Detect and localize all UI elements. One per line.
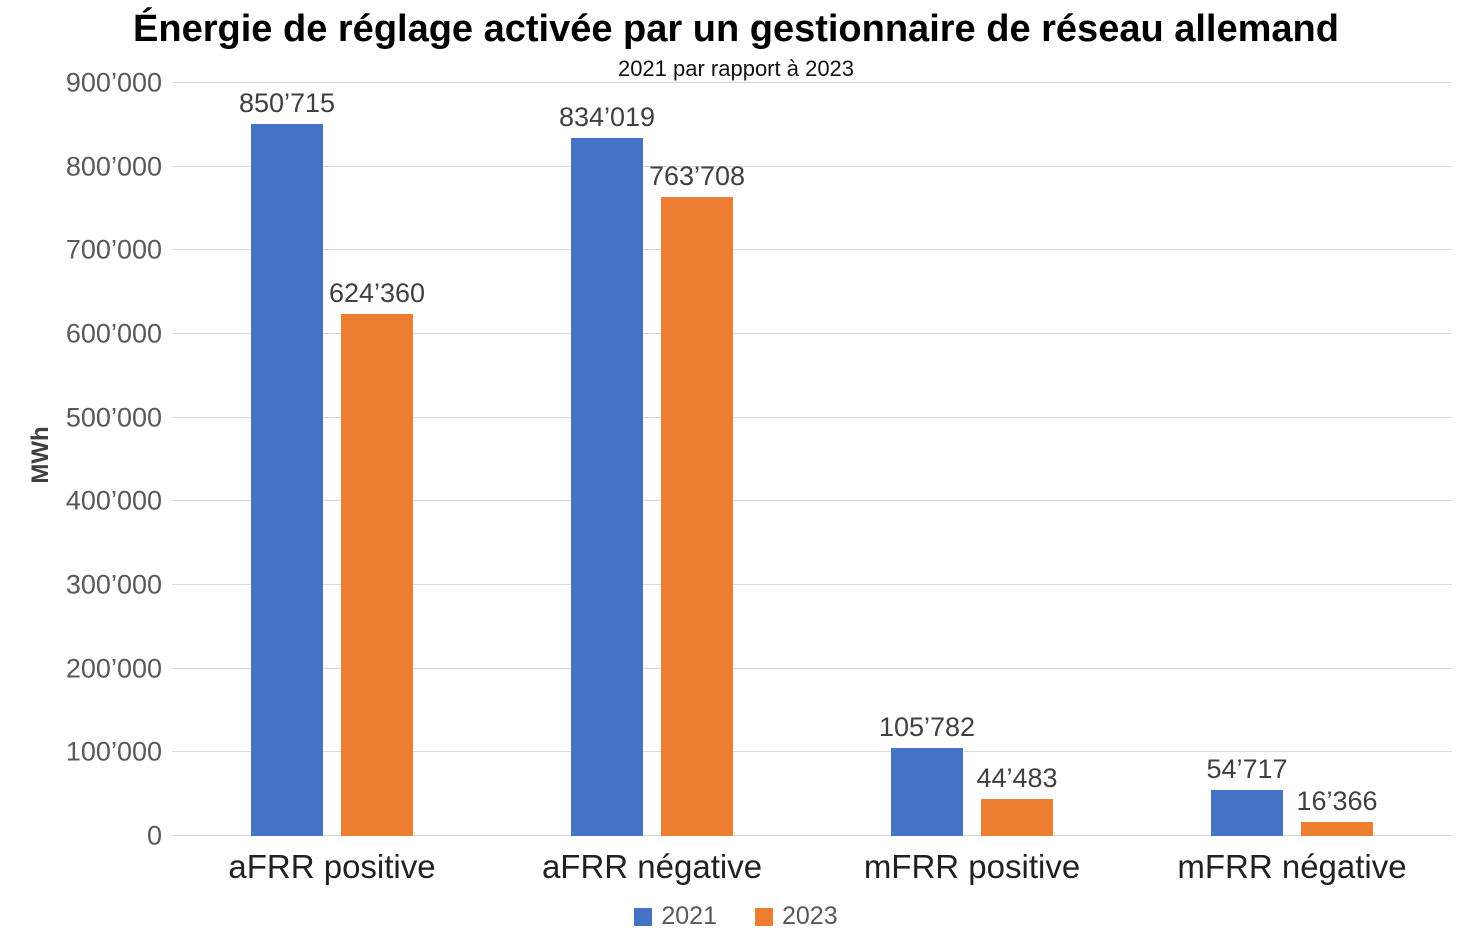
legend: 2021 2023 xyxy=(0,902,1472,931)
y-axis-title: MWh xyxy=(27,426,54,484)
gridline xyxy=(172,500,1452,502)
bar-2023: 16’366 xyxy=(1296,786,1378,836)
bar-value-label: 763’708 xyxy=(648,161,746,192)
bar-2023: 44’483 xyxy=(976,763,1058,836)
bar-value-label: 834’019 xyxy=(558,102,656,133)
legend-entry-2021: 2021 xyxy=(634,902,717,931)
y-tick-label: 500’000 xyxy=(65,402,162,433)
y-tick-label: 300’000 xyxy=(65,569,162,600)
bar-value-label: 624’360 xyxy=(328,277,426,308)
legend-entry-2023: 2023 xyxy=(755,902,838,931)
y-tick-label: 100’000 xyxy=(65,736,162,767)
bars-row: 850’715 624’360 834’019 763’708 105’782 44’48… xyxy=(172,83,1452,836)
bar-group-afrr-n-gative: 834’019 763’708 xyxy=(492,83,812,836)
bar-2023: 624’360 xyxy=(329,278,425,836)
legend-label: 2023 xyxy=(782,902,838,930)
legend-label: 2021 xyxy=(661,902,717,930)
gridline xyxy=(172,416,1452,418)
bar-value-label: 44’483 xyxy=(976,762,1058,793)
y-tick-label: 400’000 xyxy=(65,485,162,516)
gridline xyxy=(172,82,1452,83)
y-tick-label: 700’000 xyxy=(65,234,162,265)
gridline xyxy=(172,835,1452,836)
category-label: mFRR négative xyxy=(1177,848,1407,885)
gridline xyxy=(172,751,1452,753)
gridline xyxy=(172,333,1452,334)
y-tick-label: 900’000 xyxy=(65,67,162,98)
gridline xyxy=(172,584,1452,585)
y-tick-label: 200’000 xyxy=(65,653,162,684)
bar-2021: 834’019 xyxy=(559,102,655,836)
y-tick-label: 600’000 xyxy=(65,318,162,349)
bar-group-mfrr-n-gative: 54’717 16’366 xyxy=(1132,83,1452,836)
bar-2021: 850’715 xyxy=(239,88,335,836)
legend-swatch-icon xyxy=(634,907,653,926)
gridline xyxy=(172,249,1452,251)
bar-2021: 105’782 xyxy=(879,712,975,836)
category-label: aFRR négative xyxy=(541,848,763,885)
bar-value-label: 850’715 xyxy=(238,88,336,119)
chart-subtitle: 2021 par rapport à 2023 xyxy=(617,56,855,81)
category-label: mFRR positive xyxy=(863,848,1081,885)
gridline xyxy=(172,667,1452,669)
y-tick-label: 0 xyxy=(146,820,162,851)
y-tick-label: 800’000 xyxy=(65,151,162,182)
gridline xyxy=(172,165,1452,167)
bar-group-afrr-positive: 850’715 624’360 xyxy=(172,83,492,836)
bar-value-label: 105’782 xyxy=(878,711,976,742)
bar-group-mfrr-positive: 105’782 44’483 xyxy=(812,83,1132,836)
plot-area: 850’715 624’360 834’019 763’708 105’782 44’48… xyxy=(66,68,1452,851)
bar-2023: 763’708 xyxy=(649,161,745,836)
bar-value-label: 16’366 xyxy=(1296,786,1378,817)
legend-swatch-icon xyxy=(755,907,773,926)
chart-title: Énergie de réglage activée par un gestio… xyxy=(133,8,1339,50)
x-axis-category-labels: aFRR positive aFRR négative mFRR positive m… xyxy=(172,848,1452,886)
category-label: aFRR positive xyxy=(228,848,436,885)
bar-value-label: 54’717 xyxy=(1206,754,1288,785)
bar-2021: 54’717 xyxy=(1206,754,1288,836)
